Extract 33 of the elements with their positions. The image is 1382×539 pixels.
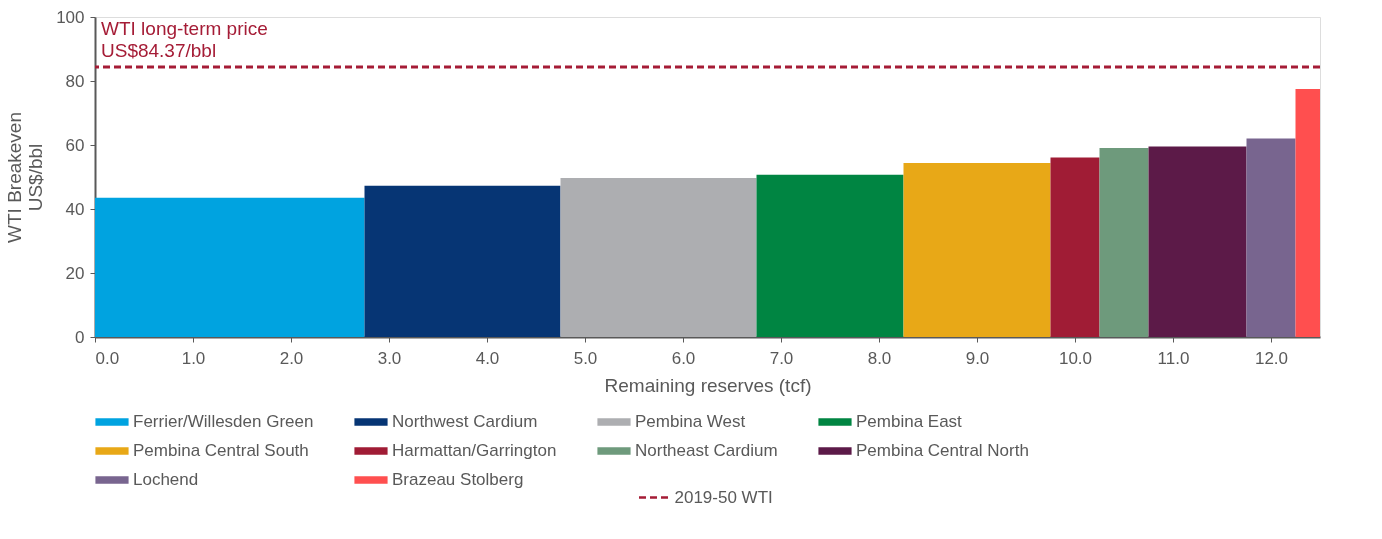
x-tick-label: 5.0 <box>573 348 598 368</box>
legend-label: Pembina East <box>856 412 963 431</box>
y-tick-label: 60 <box>65 135 85 155</box>
legend-label: Pembina Central South <box>133 441 309 460</box>
legend-label: Pembina West <box>635 412 746 431</box>
legend-label: Ferrier/Willesden Green <box>133 412 314 431</box>
y-tick-label: 100 <box>56 7 85 27</box>
legend-label: Pembina Central North <box>856 441 1029 460</box>
x-tick-label: 9.0 <box>965 348 990 368</box>
x-tick-label: 0.0 <box>95 348 120 368</box>
legend-label: Brazeau Stolberg <box>392 470 524 489</box>
y-axis-title: WTI Breakeven US$/bbl <box>4 112 47 243</box>
x-tick-label: 8.0 <box>867 348 892 368</box>
x-tick-label: 12.0 <box>1254 348 1289 368</box>
legend-label: Lochend <box>133 470 199 489</box>
legend-label: Northeast Cardium <box>635 441 778 460</box>
y-tick-label: 40 <box>65 199 85 219</box>
x-tick-label: 10.0 <box>1058 348 1093 368</box>
legend-label: Harmattan/Garrington <box>392 441 557 460</box>
x-tick-label: 2.0 <box>279 348 304 368</box>
legend-label: 2019-50 WTI <box>674 487 773 507</box>
x-tick-label: 3.0 <box>377 348 402 368</box>
x-tick-label: 4.0 <box>475 348 500 368</box>
x-axis-title: Remaining reserves (tcf) <box>604 374 812 396</box>
y-tick-label: 0 <box>75 327 85 347</box>
x-tick-label: 6.0 <box>671 348 696 368</box>
x-tick-label: 11.0 <box>1157 348 1190 368</box>
annotation: WTI long-term price US$84.37/bbl <box>101 18 268 62</box>
x-tick-label: 1.0 <box>181 348 206 368</box>
x-tick-label: 7.0 <box>769 348 794 368</box>
y-tick-label: 20 <box>65 263 85 283</box>
legend-label: Northwest Cardium <box>392 412 538 431</box>
y-tick-label: 80 <box>65 71 85 91</box>
